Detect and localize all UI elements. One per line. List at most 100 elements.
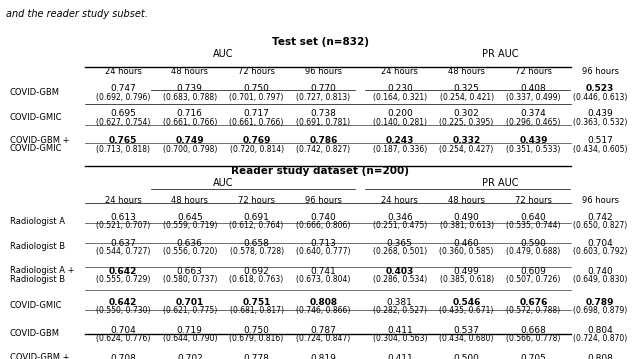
Text: (0.434, 0.605): (0.434, 0.605) xyxy=(573,145,627,154)
Text: 0.590: 0.590 xyxy=(520,239,547,248)
Text: 48 hours: 48 hours xyxy=(448,66,485,76)
Text: 0.500: 0.500 xyxy=(454,354,479,359)
Text: COVID-GMIC: COVID-GMIC xyxy=(10,113,62,122)
Text: 0.789: 0.789 xyxy=(586,298,614,307)
Text: (0.618, 0.763): (0.618, 0.763) xyxy=(230,275,284,284)
Text: 0.517: 0.517 xyxy=(588,136,613,145)
Text: 0.819: 0.819 xyxy=(310,354,337,359)
Text: 0.365: 0.365 xyxy=(387,239,413,248)
Text: (0.673, 0.804): (0.673, 0.804) xyxy=(296,275,351,284)
Text: 0.609: 0.609 xyxy=(520,267,547,276)
Text: AUC: AUC xyxy=(213,178,234,188)
Text: 0.381: 0.381 xyxy=(387,298,413,307)
Text: 0.523: 0.523 xyxy=(586,84,614,93)
Text: (0.363, 0.532): (0.363, 0.532) xyxy=(573,118,627,127)
Text: 0.613: 0.613 xyxy=(110,213,136,222)
Text: 0.704: 0.704 xyxy=(110,326,136,335)
Text: 72 hours: 72 hours xyxy=(515,66,552,76)
Text: 0.460: 0.460 xyxy=(454,239,479,248)
Text: 0.411: 0.411 xyxy=(387,326,413,335)
Text: 0.230: 0.230 xyxy=(387,84,413,93)
Text: 0.740: 0.740 xyxy=(588,267,613,276)
Text: (0.691, 0.781): (0.691, 0.781) xyxy=(296,118,351,127)
Text: 96 hours: 96 hours xyxy=(582,196,619,205)
Text: (0.164, 0.321): (0.164, 0.321) xyxy=(372,93,427,102)
Text: 0.499: 0.499 xyxy=(454,267,479,276)
Text: (0.507, 0.726): (0.507, 0.726) xyxy=(506,275,561,284)
Text: 0.808: 0.808 xyxy=(309,298,337,307)
Text: (0.666, 0.806): (0.666, 0.806) xyxy=(296,221,351,230)
Text: Reader study dataset (n=200): Reader study dataset (n=200) xyxy=(231,166,409,176)
Text: (0.555, 0.729): (0.555, 0.729) xyxy=(96,275,150,284)
Text: (0.521, 0.707): (0.521, 0.707) xyxy=(96,221,150,230)
Text: COVID-GBM +: COVID-GBM + xyxy=(10,136,69,145)
Text: (0.700, 0.798): (0.700, 0.798) xyxy=(163,145,217,154)
Text: (0.381, 0.613): (0.381, 0.613) xyxy=(440,221,493,230)
Text: (0.578, 0.728): (0.578, 0.728) xyxy=(230,247,284,256)
Text: 0.403: 0.403 xyxy=(386,267,414,276)
Text: (0.566, 0.778): (0.566, 0.778) xyxy=(506,334,561,343)
Text: (0.649, 0.830): (0.649, 0.830) xyxy=(573,275,627,284)
Text: 0.765: 0.765 xyxy=(109,136,137,145)
Text: (0.479, 0.688): (0.479, 0.688) xyxy=(506,247,561,256)
Text: 0.786: 0.786 xyxy=(309,136,337,145)
Text: (0.650, 0.827): (0.650, 0.827) xyxy=(573,221,627,230)
Text: 0.676: 0.676 xyxy=(519,298,548,307)
Text: 0.325: 0.325 xyxy=(454,84,479,93)
Text: (0.679, 0.816): (0.679, 0.816) xyxy=(230,334,284,343)
Text: (0.187, 0.336): (0.187, 0.336) xyxy=(372,145,427,154)
Text: (0.254, 0.427): (0.254, 0.427) xyxy=(440,145,493,154)
Text: (0.644, 0.790): (0.644, 0.790) xyxy=(163,334,217,343)
Text: (0.559, 0.719): (0.559, 0.719) xyxy=(163,221,217,230)
Text: PR AUC: PR AUC xyxy=(482,178,518,188)
Text: 72 hours: 72 hours xyxy=(238,66,275,76)
Text: 0.739: 0.739 xyxy=(177,84,203,93)
Text: COVID-GBM: COVID-GBM xyxy=(10,329,60,339)
Text: (0.254, 0.421): (0.254, 0.421) xyxy=(440,93,493,102)
Text: COVID-GBM +: COVID-GBM + xyxy=(10,353,69,359)
Text: 48 hours: 48 hours xyxy=(172,196,208,205)
Text: COVID-GBM: COVID-GBM xyxy=(10,88,60,97)
Text: 0.741: 0.741 xyxy=(310,267,336,276)
Text: 0.636: 0.636 xyxy=(177,239,203,248)
Text: (0.681, 0.817): (0.681, 0.817) xyxy=(230,306,284,315)
Text: 96 hours: 96 hours xyxy=(582,66,619,76)
Text: 0.537: 0.537 xyxy=(454,326,479,335)
Text: (0.351, 0.533): (0.351, 0.533) xyxy=(506,145,561,154)
Text: 0.302: 0.302 xyxy=(454,109,479,118)
Text: (0.360, 0.585): (0.360, 0.585) xyxy=(440,247,494,256)
Text: PR AUC: PR AUC xyxy=(482,49,518,59)
Text: 0.658: 0.658 xyxy=(244,239,269,248)
Text: 0.695: 0.695 xyxy=(110,109,136,118)
Text: 0.374: 0.374 xyxy=(520,109,547,118)
Text: 0.770: 0.770 xyxy=(310,84,337,93)
Text: 0.750: 0.750 xyxy=(244,84,269,93)
Text: 0.645: 0.645 xyxy=(177,213,203,222)
Text: (0.556, 0.720): (0.556, 0.720) xyxy=(163,247,217,256)
Text: 0.702: 0.702 xyxy=(177,354,203,359)
Text: 0.708: 0.708 xyxy=(110,354,136,359)
Text: 72 hours: 72 hours xyxy=(238,196,275,205)
Text: 0.332: 0.332 xyxy=(452,136,481,145)
Text: 0.717: 0.717 xyxy=(244,109,269,118)
Text: (0.225, 0.395): (0.225, 0.395) xyxy=(440,118,493,127)
Text: (0.683, 0.788): (0.683, 0.788) xyxy=(163,93,217,102)
Text: 0.668: 0.668 xyxy=(520,326,547,335)
Text: 72 hours: 72 hours xyxy=(515,196,552,205)
Text: (0.535, 0.744): (0.535, 0.744) xyxy=(506,221,561,230)
Text: Radiologist B: Radiologist B xyxy=(10,275,65,284)
Text: (0.624, 0.776): (0.624, 0.776) xyxy=(96,334,150,343)
Text: 0.747: 0.747 xyxy=(110,84,136,93)
Text: 0.808: 0.808 xyxy=(588,354,613,359)
Text: (0.727, 0.813): (0.727, 0.813) xyxy=(296,93,351,102)
Text: 0.705: 0.705 xyxy=(520,354,547,359)
Text: (0.713, 0.818): (0.713, 0.818) xyxy=(96,145,150,154)
Text: 0.439: 0.439 xyxy=(519,136,548,145)
Text: (0.621, 0.775): (0.621, 0.775) xyxy=(163,306,217,315)
Text: 0.692: 0.692 xyxy=(244,267,269,276)
Text: 0.439: 0.439 xyxy=(588,109,613,118)
Text: (0.268, 0.501): (0.268, 0.501) xyxy=(372,247,427,256)
Text: (0.742, 0.827): (0.742, 0.827) xyxy=(296,145,351,154)
Text: 0.490: 0.490 xyxy=(454,213,479,222)
Text: (0.544, 0.727): (0.544, 0.727) xyxy=(96,247,150,256)
